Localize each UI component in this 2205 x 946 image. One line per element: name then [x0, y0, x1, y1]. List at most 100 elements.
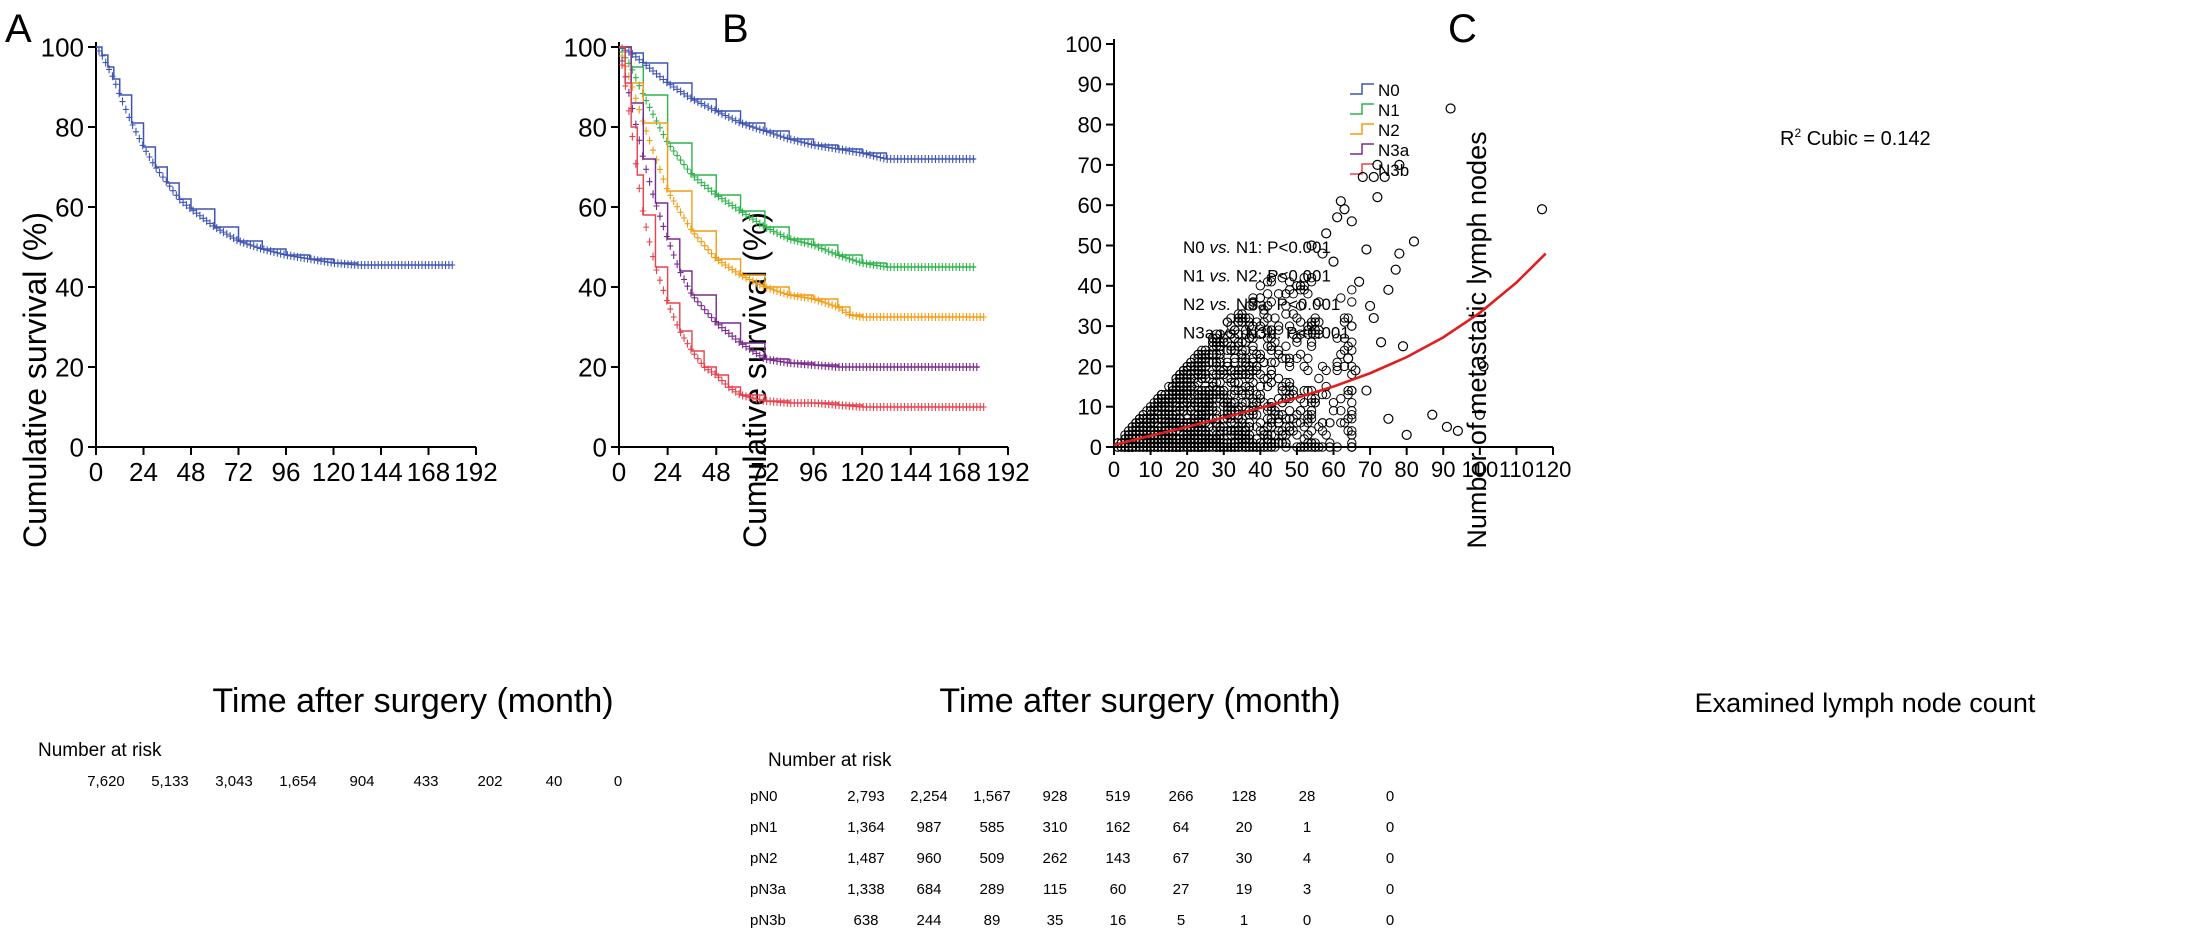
- scatter-point: [1248, 341, 1258, 351]
- scatter-point: [1248, 293, 1258, 303]
- scatter-point: [1156, 389, 1167, 400]
- panel-b-line-n3b: [619, 46, 984, 408]
- panel-c-y-tick-label: 10: [1078, 395, 1102, 420]
- panel-b-censor-n2: [746, 275, 753, 284]
- panel-a-x-label: Time after surgery (month): [212, 682, 613, 720]
- panel-a-censor-mark: [173, 191, 180, 200]
- panel-b-risk-value: 0: [1386, 912, 1394, 929]
- panel-a-censor-mark: [294, 252, 301, 261]
- scatter-point: [1164, 442, 1174, 452]
- panel-b-censor-n3a: [691, 293, 698, 302]
- panel-b-censor-n1: [805, 239, 812, 248]
- panel-b-censor-n3b: [708, 367, 715, 376]
- panel-a-censor-mark: [196, 211, 203, 220]
- panel-a-censor-mark: [314, 256, 321, 265]
- panel-b-censor-n2: [756, 280, 763, 289]
- panel-b-censor-n2: [667, 191, 674, 200]
- panel-b-censor-n3a: [725, 329, 732, 338]
- panel-b-censor-n0: [632, 52, 639, 61]
- panel-b-censor-n1: [749, 215, 756, 224]
- panel-b-censor-n1: [677, 156, 684, 165]
- panel-b-censor-n0: [777, 132, 784, 141]
- panel-b-censor-n0: [825, 143, 832, 152]
- scatter-point: [1303, 353, 1313, 364]
- panel-b-censor-n1: [863, 259, 870, 268]
- panel-a-censor-mark: [274, 248, 281, 257]
- panel-b-censor-n1: [970, 263, 977, 271]
- panel-b-risk-value: 0: [1386, 881, 1394, 898]
- panel-b-censor-n0: [681, 89, 688, 98]
- scatter-point: [1306, 410, 1317, 420]
- panel-b-risk-row-label: pN3a: [750, 881, 787, 898]
- scatter-point: [1347, 297, 1357, 307]
- panel-b-censor-n3a: [650, 190, 657, 199]
- scatter-outlier-point: [1394, 248, 1405, 259]
- panel-a-censor-mark: [200, 214, 207, 223]
- scatter-point: [1314, 442, 1324, 452]
- panel-b-censor-n3a: [973, 363, 980, 371]
- panel-b-censor-n1: [760, 221, 767, 230]
- scatter-point: [1292, 430, 1302, 440]
- scatter-point: [1200, 430, 1211, 440]
- panel-a-risk-table: 7,620 5,133 3,043 1,654 904 433 202 40 0: [87, 773, 622, 790]
- scatter-point: [1248, 377, 1258, 388]
- panel-b-censor-n0: [677, 87, 684, 96]
- scatter-point: [1259, 426, 1269, 436]
- scatter-outlier-point: [1368, 312, 1379, 324]
- scatter-point: [1200, 369, 1211, 380]
- panel-b-risk-value: 684: [916, 881, 941, 898]
- panel-b-censor-n1: [860, 259, 867, 268]
- panel-b-censor-n3a: [653, 202, 660, 210]
- panel-b-y-tick-label: 0: [593, 432, 607, 462]
- panel-b-censor-n2: [791, 291, 798, 300]
- legend-label-n3a: N3a: [1378, 141, 1410, 160]
- panel-b-risk-value: 0: [1386, 788, 1394, 805]
- scatter-point: [1259, 430, 1269, 440]
- panel-a-censor-mark: [281, 250, 288, 259]
- r2-text: Cubic = 0.142: [1801, 128, 1931, 150]
- scatter-point: [1266, 442, 1277, 452]
- scatter-point: [1266, 365, 1277, 376]
- panel-a-censor-mark: [149, 158, 156, 167]
- scatter-point: [1295, 281, 1306, 291]
- scatter-point: [1347, 285, 1357, 295]
- scatter-point: [1222, 406, 1233, 416]
- scatter-outlier-point: [1361, 385, 1372, 396]
- scatter-point: [1266, 297, 1277, 307]
- panel-b-censor-n1: [770, 227, 777, 236]
- panel-b-censor-n0: [774, 131, 781, 139]
- panel-a-risk-value: 0: [614, 773, 622, 790]
- panel-b-censor-n3a: [670, 251, 677, 259]
- panel-b-censor-n0: [722, 111, 729, 120]
- panel-b-censor-n0: [784, 134, 791, 143]
- panel-b-censor-n3b: [687, 345, 694, 354]
- r2-superscript: 2: [1794, 126, 1801, 140]
- panel-c-x-tick-label: 10: [1138, 457, 1162, 482]
- comparison-group-b: N2: P<0.001: [1231, 267, 1331, 286]
- scatter-point: [1123, 442, 1134, 452]
- panel-b-censor-n2: [753, 278, 760, 287]
- panel-b-censor-n1: [712, 190, 719, 198]
- scatter-point: [1241, 442, 1251, 452]
- scatter-point: [1306, 406, 1317, 416]
- panel-b-censor-n0: [805, 139, 812, 148]
- panel-b-x-tick-label: 192: [986, 457, 1029, 487]
- scatter-point: [1204, 389, 1214, 400]
- panel-a-censor-mark: [143, 147, 150, 156]
- panel-b-censor-n3a: [780, 358, 787, 367]
- scatter-point: [1160, 442, 1170, 452]
- scatter-point: [1339, 361, 1350, 372]
- panel-b-y-tick-label: 100: [564, 32, 607, 62]
- scatter-point: [1255, 293, 1266, 303]
- panel-b-censor-n0: [736, 118, 743, 127]
- panel-b-series: [619, 44, 987, 411]
- scatter-outlier-point: [1383, 284, 1394, 295]
- scatter-point: [1347, 406, 1357, 416]
- panel-a-censor-mark: [190, 206, 197, 215]
- panel-b-censor-n3a: [663, 232, 670, 241]
- panel-b-censor-n2: [646, 136, 653, 145]
- scatter-point: [1295, 285, 1306, 295]
- panel-a-censor-mark: [321, 257, 328, 266]
- scatter-point: [1233, 442, 1244, 452]
